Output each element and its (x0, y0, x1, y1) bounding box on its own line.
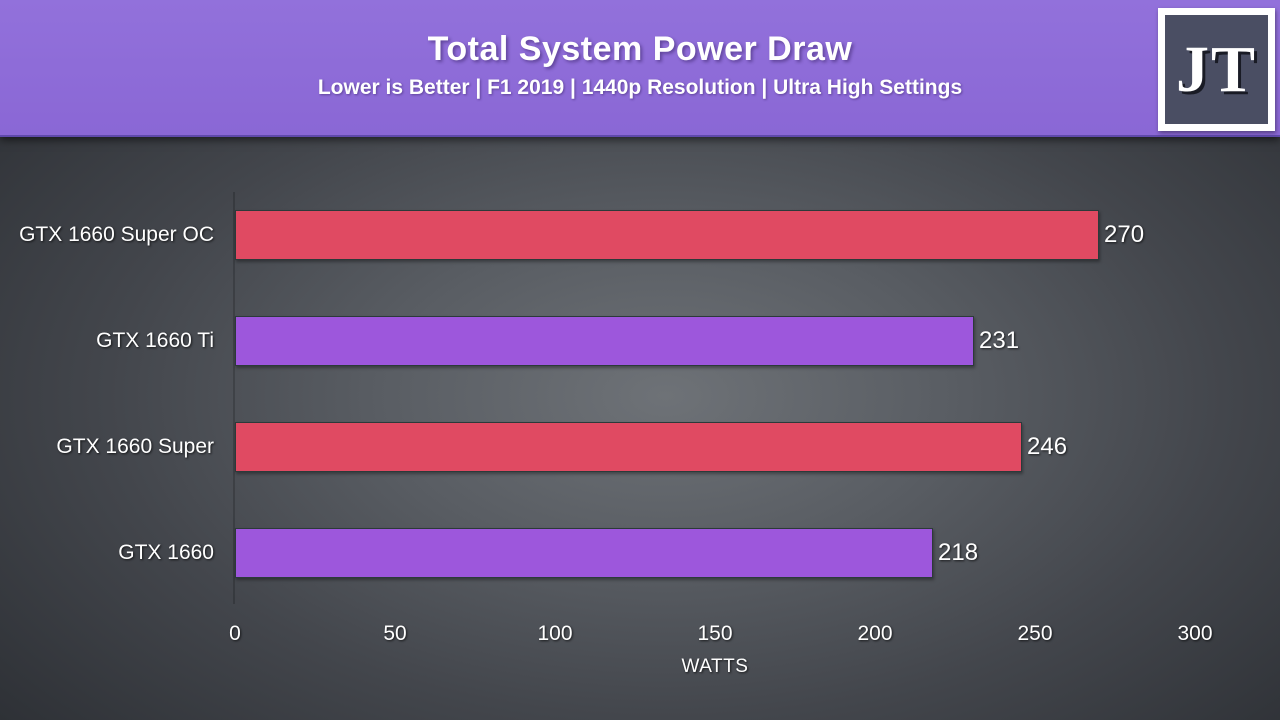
bar (235, 528, 933, 578)
x-tick-label: 0 (229, 622, 241, 645)
x-tick-label: 50 (383, 622, 407, 645)
y-axis-line (233, 192, 235, 604)
page-subtitle: Lower is Better | F1 2019 | 1440p Resolu… (317, 76, 963, 99)
value-label: 246 (1027, 433, 1068, 460)
bar (235, 422, 1022, 472)
x-tick-label: 150 (697, 622, 733, 645)
bar (235, 210, 1099, 260)
category-label: GTX 1660 Super (56, 435, 214, 458)
jt-logo: JT (1158, 8, 1275, 131)
category-label: GTX 1660 Super OC (19, 223, 214, 246)
value-label: 231 (979, 327, 1020, 354)
value-label: 270 (1104, 221, 1145, 248)
chart-header-banner: Total System Power Draw Lower is Better … (0, 0, 1280, 137)
banner-titles: Total System Power Draw Lower is Better … (0, 0, 1280, 100)
x-tick-label: 300 (1177, 622, 1213, 645)
jt-logo-text: JT (1175, 32, 1258, 106)
x-axis-label: WATTS (681, 656, 749, 677)
page-title: Total System Power Draw (427, 30, 853, 68)
x-tick-label: 100 (537, 622, 573, 645)
value-label: 218 (938, 539, 979, 566)
bar (235, 316, 974, 366)
jt-logo-inner: JT (1165, 15, 1268, 124)
category-label: GTX 1660 (118, 541, 214, 564)
x-tick-label: 200 (857, 622, 893, 645)
x-tick-label: 250 (1017, 622, 1053, 645)
category-label: GTX 1660 Ti (96, 329, 214, 352)
